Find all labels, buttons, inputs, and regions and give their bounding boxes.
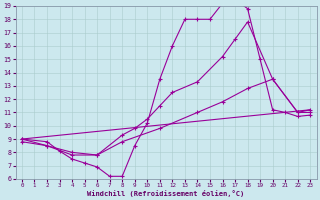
X-axis label: Windchill (Refroidissement éolien,°C): Windchill (Refroidissement éolien,°C) xyxy=(87,190,245,197)
